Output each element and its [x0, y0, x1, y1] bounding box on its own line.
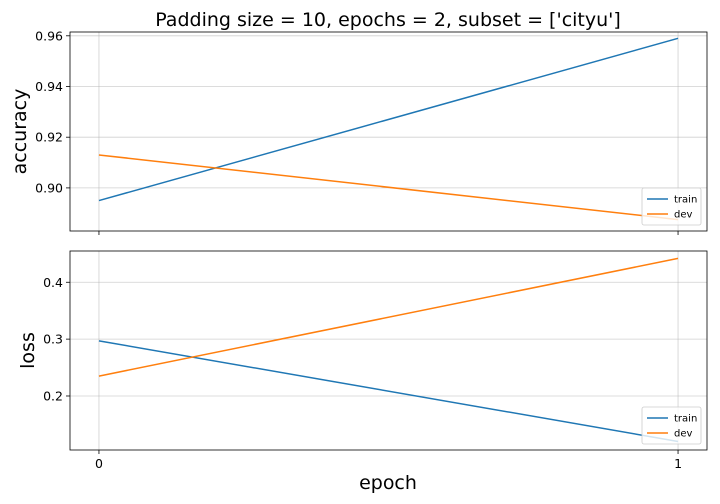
- series-line-dev: [98, 257, 679, 377]
- axes-frame: [69, 250, 708, 451]
- x-tick-label: 0: [95, 456, 103, 471]
- legend-label-dev: dev: [674, 210, 693, 221]
- series-line-dev: [98, 154, 679, 221]
- y-tick-label: 0.92: [35, 130, 63, 145]
- series-line-train: [98, 340, 679, 443]
- series-line-train: [98, 37, 679, 202]
- accuracy-subplot: 0.90 0.92 0.94 0.96 accuracy train dev: [9, 28, 708, 235]
- y-tick-label: 0.90: [35, 180, 63, 195]
- legend-box: [641, 406, 702, 445]
- x-tick-label: 1: [674, 456, 682, 471]
- loss-subplot: 0.2 0.3 0.4 0 1 loss train dev: [17, 250, 708, 471]
- y-tick-label: 0.96: [35, 28, 63, 43]
- chart-title: Padding size = 10, epochs = 2, subset = …: [155, 9, 621, 31]
- y-tick-label: 0.94: [35, 79, 63, 94]
- legend-label-dev: dev: [674, 429, 693, 440]
- legend-label-train: train: [674, 414, 697, 425]
- y-tick-label: 0.2: [43, 388, 63, 403]
- x-axis-label: epoch: [359, 472, 417, 494]
- axes-frame: [69, 31, 708, 232]
- y-axis-label: loss: [17, 332, 39, 369]
- y-tick-label: 0.4: [43, 275, 63, 290]
- legend-label-train: train: [674, 195, 697, 206]
- y-tick-label: 0.3: [43, 332, 63, 347]
- legend-box: [641, 187, 702, 226]
- y-axis-label: accuracy: [9, 89, 31, 175]
